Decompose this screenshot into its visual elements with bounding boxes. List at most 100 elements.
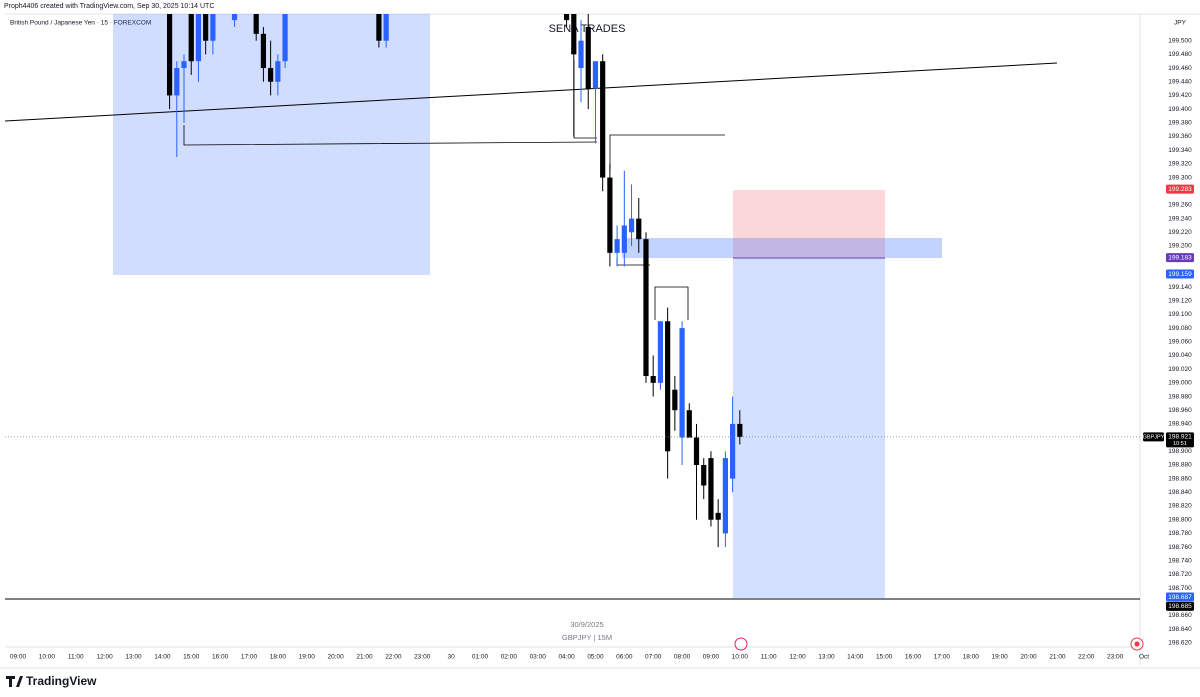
candle-body [672, 389, 678, 411]
candle-body [203, 14, 209, 41]
candle-body [708, 458, 714, 520]
y-tick-label: 199.380 [1168, 120, 1192, 127]
y-tick-label: 198.820 [1168, 503, 1192, 510]
record-dot [1134, 641, 1140, 647]
y-tick-label: 198.760 [1168, 544, 1192, 551]
x-tick-label: 02:00 [501, 654, 518, 661]
candle-body [693, 437, 700, 465]
level-line [183, 125, 598, 146]
candle-body [260, 33, 267, 69]
price-marker [1166, 592, 1194, 602]
candle-body [730, 423, 736, 479]
candle-body [679, 328, 685, 438]
candle-body [686, 410, 692, 438]
candle-body [600, 61, 606, 178]
x-tick-label: 15:00 [876, 654, 893, 661]
x-tick-label: Oct [1139, 654, 1149, 661]
x-tick-label: 16:00 [212, 654, 229, 661]
candle-body [275, 61, 281, 82]
x-tick-label: 12:00 [96, 654, 113, 661]
x-tick-label: 14:00 [847, 654, 864, 661]
x-tick-label: 16:00 [905, 654, 922, 661]
x-tick-label: 14:00 [154, 654, 171, 661]
candle-body [571, 14, 577, 55]
x-tick-label: 18:00 [270, 654, 287, 661]
candle-body [231, 14, 238, 21]
candle-body [657, 321, 664, 383]
credit: Proph4406 created with TradingView.com, … [4, 3, 214, 10]
y-tick-label: 199.500 [1168, 37, 1192, 44]
candle-body [722, 458, 728, 534]
price-marker-label: 198.685 [1168, 603, 1192, 610]
x-tick-label: 13:00 [818, 654, 835, 661]
candle-body [563, 14, 570, 21]
x-tick-label: 06:00 [616, 654, 633, 661]
x-tick-label: 01:00 [472, 654, 489, 661]
x-tick-label: 13:00 [125, 654, 142, 661]
candle-body [376, 14, 382, 41]
x-tick-label: 10:00 [732, 654, 749, 661]
x-tick-label: 21:00 [1049, 654, 1066, 661]
x-tick-label: 05:00 [587, 654, 604, 661]
y-tick-label: 199.080 [1168, 325, 1192, 332]
y-tick-label: 199.100 [1168, 311, 1192, 318]
symbol-tag [1143, 432, 1164, 442]
y-tick-label: 199.360 [1168, 133, 1192, 140]
y-tick-label: 198.860 [1168, 475, 1192, 482]
x-tick-label: 09:00 [10, 654, 27, 661]
y-tick-label: 199.220 [1168, 229, 1192, 236]
price-marker-label: 199.159 [1168, 271, 1192, 278]
x-tick-label: 17:00 [241, 654, 258, 661]
y-tick-label: 198.900 [1168, 448, 1192, 455]
price-marker [1166, 184, 1194, 194]
zone [622, 238, 942, 258]
x-tick-label: 19:00 [299, 654, 316, 661]
candle-body [383, 14, 389, 41]
currency: JPY [1174, 20, 1187, 27]
candle-body [715, 512, 721, 520]
y-tick-label: 199.440 [1168, 78, 1192, 85]
y-tick-label: 198.620 [1168, 640, 1192, 647]
logo-icon [6, 676, 23, 687]
candle-body [607, 177, 613, 253]
watermark-subtitle: GBPJPY | 15M [562, 633, 612, 642]
candle-body [174, 68, 180, 96]
trend-line [5, 62, 1058, 122]
level-line [609, 134, 725, 170]
x-tick-label: 09:00 [703, 654, 720, 661]
candle-body [210, 14, 216, 41]
y-tick-label: 199.040 [1168, 352, 1192, 359]
price-marker [1166, 253, 1194, 263]
drawings [5, 14, 1140, 600]
candle-body [636, 218, 642, 240]
y-tick-label: 198.840 [1168, 489, 1192, 496]
candle-body [621, 225, 627, 253]
x-tick-label: 22:00 [1078, 654, 1095, 661]
x-tick-label: 12:00 [789, 654, 806, 661]
x-tick-label: 20:00 [327, 654, 344, 661]
x-tick-label: 17:00 [934, 654, 951, 661]
y-tick-label: 198.740 [1168, 557, 1192, 564]
symbol-tag-label: GBPJPY [1143, 434, 1165, 440]
y-tick-label: 199.480 [1168, 51, 1192, 58]
event-icon[interactable] [734, 637, 748, 651]
y-tick-label: 199.340 [1168, 147, 1192, 154]
y-tick-label: 198.960 [1168, 407, 1192, 414]
x-tick-label: 30 [447, 654, 455, 661]
x-tick-label: 23:00 [414, 654, 431, 661]
candle-body [282, 14, 288, 62]
x-tick-label: 23:00 [1107, 654, 1124, 661]
x-tick-label: 19:00 [992, 654, 1009, 661]
price-marker-label: 199.183 [1168, 254, 1192, 261]
x-tick-label: 18:00 [963, 654, 980, 661]
record-icon[interactable] [1130, 637, 1144, 651]
watermark-date: 30/9/2025 [570, 620, 603, 629]
y-tick-label: 198.980 [1168, 393, 1192, 400]
y-tick-label: 199.060 [1168, 339, 1192, 346]
candle-body [268, 68, 274, 82]
y-tick-label: 198.720 [1168, 571, 1192, 578]
y-tick-label: 199.460 [1168, 65, 1192, 72]
candle-body [737, 423, 743, 437]
